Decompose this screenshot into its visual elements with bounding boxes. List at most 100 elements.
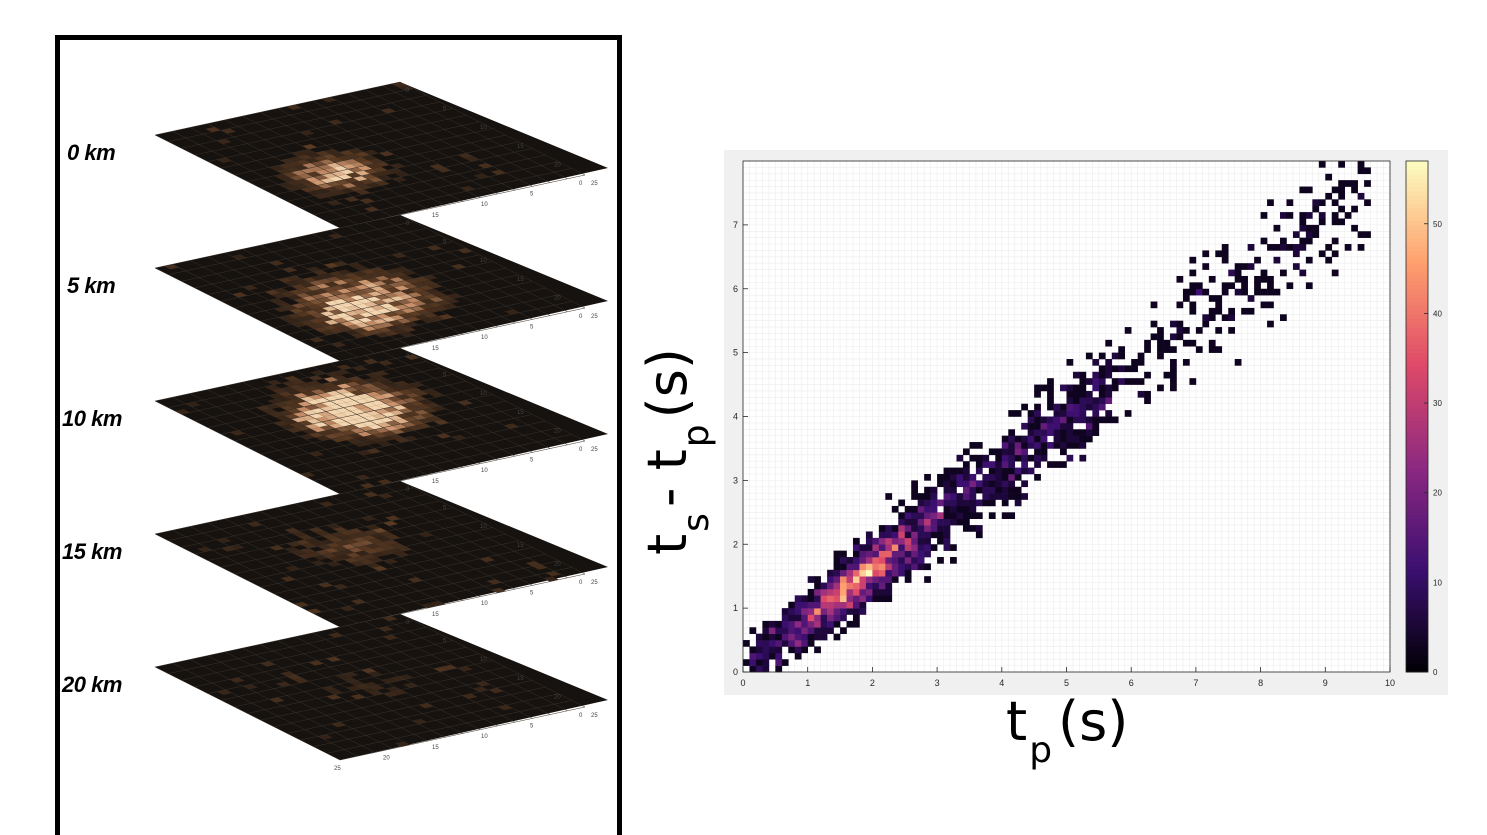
depth-tick-label: 0 xyxy=(579,314,583,320)
depth-tick-label: 15 xyxy=(432,213,439,219)
histogram-bin xyxy=(1014,442,1022,449)
histogram-bin xyxy=(865,569,873,577)
histogram-bin xyxy=(743,659,750,666)
histogram-bin xyxy=(898,512,906,519)
depth-gridline xyxy=(294,104,481,198)
histogram-bin xyxy=(956,518,964,526)
histogram-bin xyxy=(814,614,821,622)
histogram-bin xyxy=(833,614,841,622)
histogram-bin xyxy=(840,595,847,603)
histogram-bin xyxy=(982,461,990,468)
colorbar-segment xyxy=(1406,608,1428,613)
histogram-bin xyxy=(872,550,880,558)
depth-label-0: 0 km xyxy=(67,140,116,165)
histogram-bin xyxy=(975,480,983,488)
histogram-bin xyxy=(859,582,867,590)
histogram-bin xyxy=(982,454,990,462)
histogram-bin xyxy=(820,614,828,622)
histogram-bin xyxy=(924,550,931,558)
depth-tick-label: 20 xyxy=(554,295,561,301)
histogram-bin xyxy=(917,531,925,539)
histogram-bin xyxy=(846,569,854,577)
histogram-bin xyxy=(937,537,944,545)
histogram-bin xyxy=(749,665,757,673)
histogram-bin xyxy=(1318,250,1326,258)
histogram-bin xyxy=(1170,333,1177,341)
histogram-bin xyxy=(898,557,906,564)
colorbar-segment xyxy=(1406,212,1428,217)
histogram-bin xyxy=(1318,199,1326,207)
y-tick-label: 5 xyxy=(733,348,738,358)
colorbar-tick-label: 40 xyxy=(1433,309,1442,318)
histogram-bin xyxy=(1085,435,1093,443)
colorbar-segment xyxy=(1406,450,1428,456)
colorbar-segment xyxy=(1406,195,1428,200)
histogram-bin xyxy=(1066,397,1074,405)
histogram-bin xyxy=(814,608,821,615)
histogram-bin xyxy=(859,550,867,558)
histogram-cells xyxy=(743,161,1371,673)
histogram-bin xyxy=(1280,212,1287,219)
histogram-bin xyxy=(924,486,931,494)
colorbar-segment xyxy=(1406,603,1428,609)
histogram-svg: 0 1 2 3 4 5 6 7 8 9 10 0 1 2 3 4 5 6 7 0 10 20 30 40 50 xyxy=(733,160,1442,688)
depth-gridline xyxy=(382,85,568,180)
histogram-bin xyxy=(917,518,925,526)
histogram-bin xyxy=(1202,320,1210,328)
histogram-bin xyxy=(1267,275,1274,283)
histogram-bin xyxy=(950,486,957,494)
histogram-bin xyxy=(833,563,841,571)
histogram-bin xyxy=(1053,435,1061,443)
colorbar-segment xyxy=(1406,403,1428,409)
histogram-bin xyxy=(872,576,880,583)
depth-gridline xyxy=(399,480,586,575)
histogram-bin xyxy=(820,627,828,634)
colorbar-segment xyxy=(1406,258,1428,264)
histogram-bin xyxy=(956,505,964,513)
histogram-bin xyxy=(768,640,776,647)
histogram-bin xyxy=(788,608,796,615)
histogram-bin xyxy=(1157,333,1164,341)
histogram-bin xyxy=(1221,282,1229,290)
depth-tick-label: 25 xyxy=(591,580,598,586)
histogram-bin xyxy=(878,582,886,590)
histogram-bin xyxy=(833,569,841,577)
histogram-bin xyxy=(814,620,821,628)
depth-gridline xyxy=(260,267,506,322)
histogram-bin xyxy=(1273,244,1281,251)
histogram-bin xyxy=(1357,231,1365,238)
histogram-bin xyxy=(1072,442,1080,449)
histogram-bin xyxy=(1312,205,1320,213)
histogram-bin xyxy=(995,467,1003,475)
histogram-bin xyxy=(1027,422,1035,430)
histogram-bin xyxy=(904,518,912,526)
histogram-bin xyxy=(1040,454,1048,462)
depth-tick-label: 10 xyxy=(481,468,488,474)
histogram-bin xyxy=(962,467,970,475)
histogram-bin xyxy=(1001,499,1009,507)
histogram-bin xyxy=(969,505,977,513)
histogram-bin xyxy=(1338,180,1346,187)
histogram-bin xyxy=(1357,192,1365,200)
colorbar-segment xyxy=(1406,216,1428,222)
depth-tick-label: 20 xyxy=(554,561,561,567)
depth-gridline xyxy=(260,533,506,588)
depth-tick-label: 25 xyxy=(591,181,598,187)
histogram-bin xyxy=(1234,263,1242,270)
histogram-bin xyxy=(1318,218,1326,226)
histogram-bin xyxy=(852,544,860,551)
colorbar-segment xyxy=(1406,263,1428,268)
histogram-bin xyxy=(1176,327,1184,334)
histogram-bin xyxy=(1008,442,1016,449)
depth-tick-label: 10 xyxy=(481,734,488,740)
depth-tick-label: 10 xyxy=(481,335,488,341)
histogram-bin xyxy=(1195,282,1203,290)
colorbar-tick-label: 30 xyxy=(1433,399,1442,408)
histogram-bin xyxy=(852,550,860,558)
histogram-bin xyxy=(1079,435,1087,443)
histogram-bin xyxy=(859,595,867,603)
histogram-bin xyxy=(1157,327,1164,334)
histogram-bin xyxy=(1001,512,1009,519)
histogram-panel: 0 1 2 3 4 5 6 7 8 9 10 0 1 2 3 4 5 6 7 0 10 20 30 40 50 xyxy=(724,150,1448,695)
